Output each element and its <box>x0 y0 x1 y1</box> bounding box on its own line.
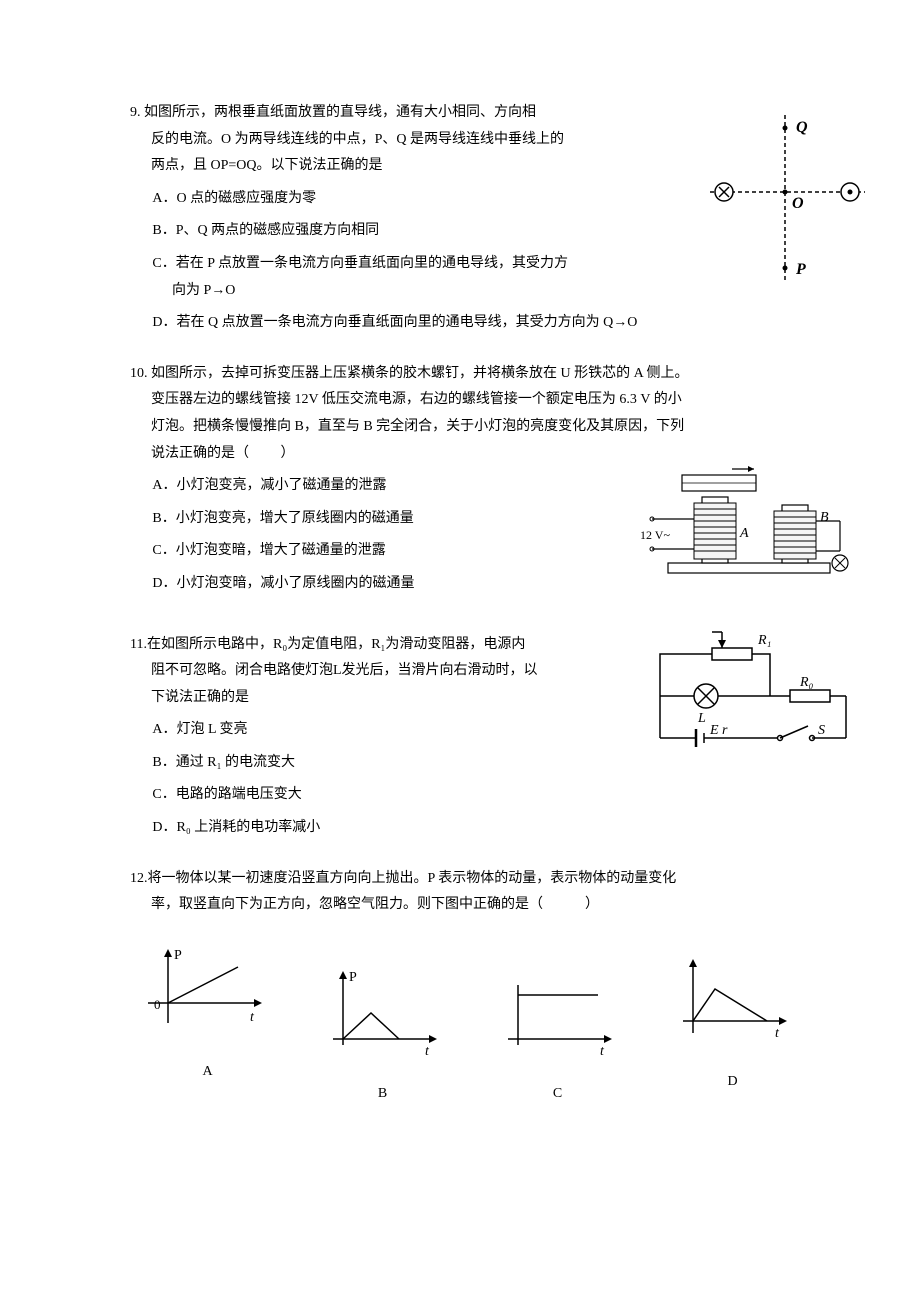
svg-text:Q: Q <box>796 119 808 136</box>
svg-text:A: A <box>739 526 749 541</box>
q12-chart-b: P t B <box>313 965 453 1108</box>
q12-charts-row: P t 0 A P t B <box>120 943 820 1108</box>
svg-text:E r: E r <box>709 723 728 738</box>
svg-text:P: P <box>349 970 357 985</box>
q11-figure: R₁ R₀ L E r S <box>640 626 860 777</box>
q9-option-d: D．若在 Q 点放置一条电流方向垂直纸面向里的通电导线，其受力方向为 Q→O <box>172 310 800 337</box>
svg-text:t: t <box>425 1044 430 1059</box>
svg-text:t: t <box>775 1026 780 1041</box>
q12-chart-a-label: A <box>138 1059 278 1086</box>
svg-text:0: 0 <box>154 997 161 1012</box>
question-12: 12.将一物体以某一初速度沿竖直方向向上抛出。P 表示物体的动量，表示物体的动量… <box>130 866 800 1108</box>
q12-chart-d-label: D <box>663 1069 803 1096</box>
svg-text:L: L <box>697 711 706 726</box>
q12-chart-a: P t 0 A <box>138 943 278 1108</box>
svg-text:t: t <box>250 1010 255 1025</box>
q10-stem-line2: 变压器左边的螺线管接 12V 低压交流电源，右边的螺线管接一个额定电压为 6.3… <box>151 387 800 414</box>
q10-figure: 12 V~ A B <box>640 461 860 602</box>
q12-chart-c-label: C <box>488 1081 628 1108</box>
q9-figure: Q O P <box>700 110 880 290</box>
q11-option-c: C．电路的路端电压变大 <box>172 782 800 809</box>
q12-chart-c: t C <box>488 965 628 1108</box>
svg-text:R₁: R₁ <box>757 633 771 648</box>
q11-option-d: D．R₀ 上消耗的电功率减小 <box>172 815 800 842</box>
question-10: 12 V~ A B 10. 如图所示，去掉可拆变压器上压紧横条的胶木螺钉，并将横… <box>130 361 800 598</box>
svg-text:t: t <box>600 1044 605 1059</box>
svg-text:P: P <box>174 948 182 963</box>
svg-text:B: B <box>820 510 829 525</box>
svg-text:12 V~: 12 V~ <box>640 528 670 542</box>
svg-text:P: P <box>795 261 806 278</box>
question-11: R₁ R₀ L E r S 11.在如图所示电路中，R₀为定值电阻，R₁为滑动变… <box>130 632 800 842</box>
svg-text:O: O <box>792 195 804 212</box>
q12-chart-d: t D <box>663 953 803 1108</box>
svg-text:R₀: R₀ <box>799 675 814 690</box>
svg-text:S: S <box>818 723 825 738</box>
question-9: Q O P 9. 如图所示，两根垂直纸面放置的直导线，通有大小相同、方向相 反的… <box>130 100 800 337</box>
q10-stem-line1: 10. 如图所示，去掉可拆变压器上压紧横条的胶木螺钉，并将横条放在 U 形铁芯的… <box>151 361 800 388</box>
q12-chart-b-label: B <box>313 1081 453 1108</box>
q10-stem-line3: 灯泡。把横条慢慢推向 B，直至与 B 完全闭合，关于小灯泡的亮度变化及其原因，下… <box>151 414 800 441</box>
q12-stem-line1: 12.将一物体以某一初速度沿竖直方向向上抛出。P 表示物体的动量，表示物体的动量… <box>151 866 800 893</box>
q12-stem-line2: 率，取竖直向下为正方向，忽略空气阻力。则下图中正确的是（ ） <box>151 892 800 919</box>
